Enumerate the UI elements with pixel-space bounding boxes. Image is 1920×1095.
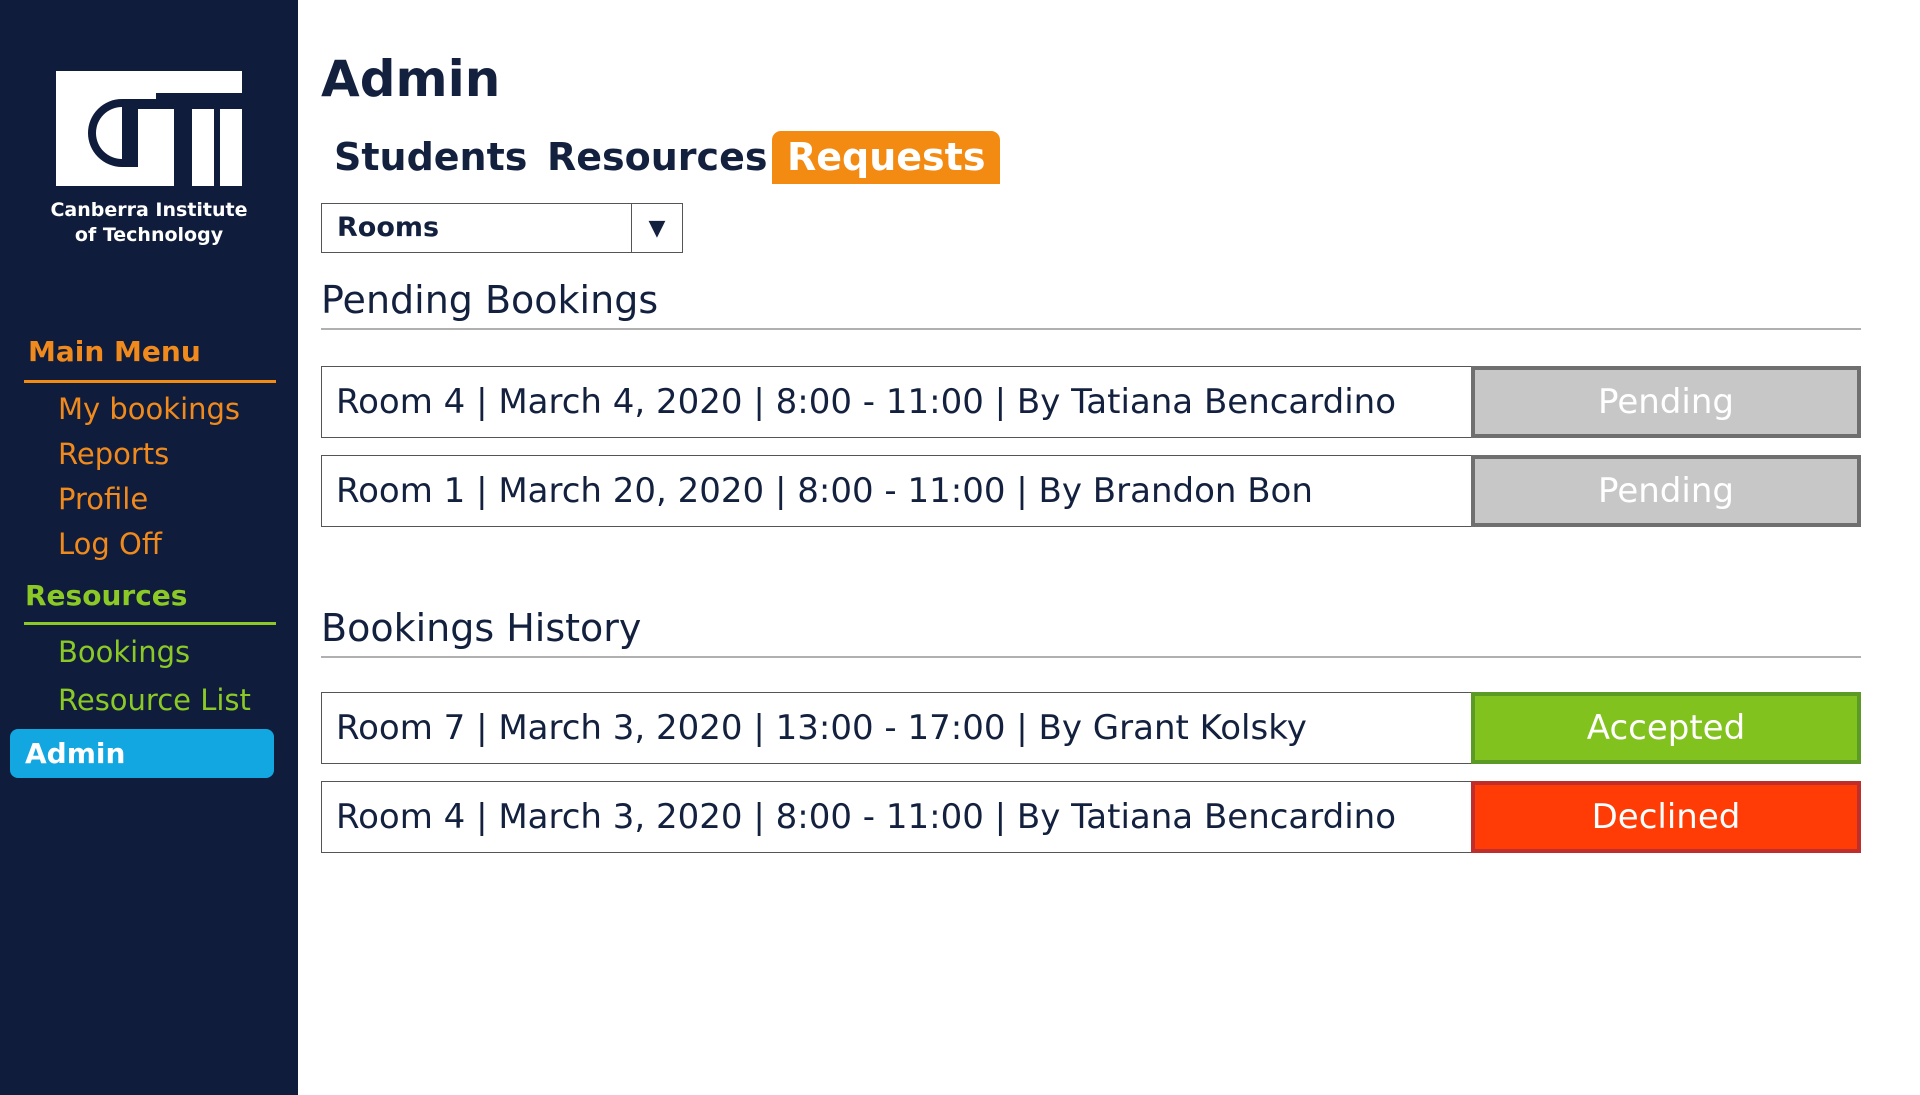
sidebar-item-log-off[interactable]: Log Off xyxy=(58,527,162,561)
bookings-history-title: Bookings History xyxy=(321,606,642,650)
status-accepted-badge: Accepted xyxy=(1471,692,1861,764)
sidebar-item-reports[interactable]: Reports xyxy=(58,437,170,471)
tab-requests[interactable]: Requests xyxy=(772,131,1001,184)
tab-students[interactable]: Students xyxy=(334,135,528,179)
status-declined-badge: Declined xyxy=(1471,781,1861,853)
sidebar-item-admin[interactable]: Admin xyxy=(10,729,274,778)
status-pending-button[interactable]: Pending xyxy=(1471,455,1861,527)
tab-resources[interactable]: Resources xyxy=(547,135,768,179)
cit-logo xyxy=(56,71,242,186)
sidebar-item-resource-list[interactable]: Resource List xyxy=(58,683,251,717)
resources-divider xyxy=(24,622,276,625)
pending-row: Room 1 | March 20, 2020 | 8:00 - 11:00 |… xyxy=(321,455,1861,527)
pending-row: Room 4 | March 4, 2020 | 8:00 - 11:00 | … xyxy=(321,366,1861,438)
sidebar-item-my-bookings[interactable]: My bookings xyxy=(58,392,241,426)
resources-heading: Resources xyxy=(25,579,188,612)
sidebar: Canberra Institute of Technology Main Me… xyxy=(0,0,298,1095)
pending-bookings-title: Pending Bookings xyxy=(321,278,659,322)
booking-details: Room 4 | March 4, 2020 | 8:00 - 11:00 | … xyxy=(336,382,1397,422)
cit-logo-mark xyxy=(56,71,242,186)
resource-type-select[interactable]: Rooms ▼ xyxy=(321,203,683,253)
logo-caption-line1: Canberra Institute xyxy=(50,199,248,221)
page-title: Admin xyxy=(321,50,501,108)
booking-details: Room 4 | March 3, 2020 | 8:00 - 11:00 | … xyxy=(336,797,1397,837)
history-row: Room 4 | March 3, 2020 | 8:00 - 11:00 | … xyxy=(321,781,1861,853)
history-divider xyxy=(321,656,1861,658)
booking-details: Room 1 | March 20, 2020 | 8:00 - 11:00 |… xyxy=(336,471,1313,511)
booking-details: Room 7 | March 3, 2020 | 13:00 - 17:00 |… xyxy=(336,708,1307,748)
pending-divider xyxy=(321,328,1861,330)
sidebar-item-bookings[interactable]: Bookings xyxy=(58,635,191,669)
history-row: Room 7 | March 3, 2020 | 13:00 - 17:00 |… xyxy=(321,692,1861,764)
logo-caption-line2: of Technology xyxy=(74,224,224,246)
dropdown-arrow-icon[interactable]: ▼ xyxy=(631,204,682,252)
main-menu-divider xyxy=(24,380,276,383)
sidebar-item-profile[interactable]: Profile xyxy=(58,482,149,516)
main-menu-heading: Main Menu xyxy=(28,335,201,368)
logo-caption: Canberra Institute of Technology xyxy=(30,198,268,248)
status-pending-button[interactable]: Pending xyxy=(1471,366,1861,438)
select-value: Rooms xyxy=(337,212,440,243)
